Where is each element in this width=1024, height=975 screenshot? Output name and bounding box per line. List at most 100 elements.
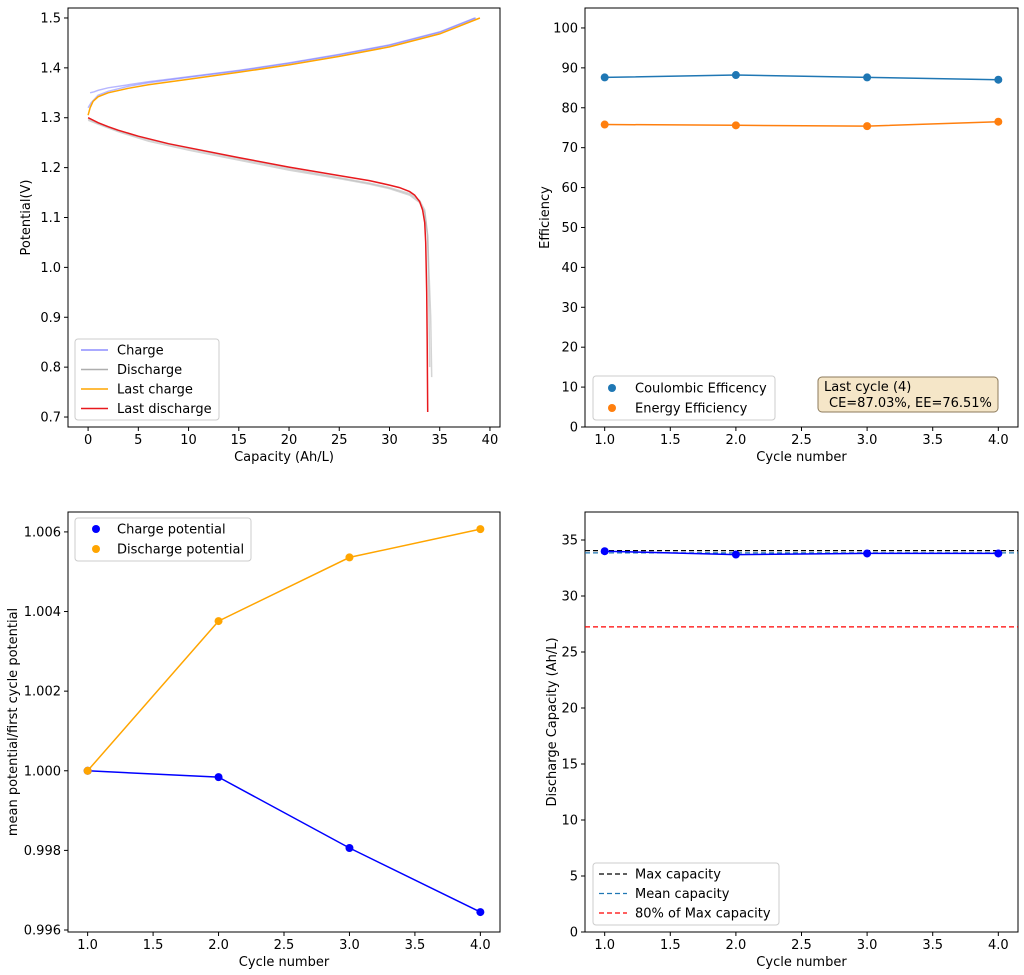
- y-tick-label: 1.2: [40, 161, 61, 176]
- x-tick-label: 3.0: [857, 433, 878, 448]
- legend-marker: [92, 525, 100, 533]
- y-tick-label: 50: [561, 221, 578, 236]
- y-tick-label: 0: [570, 421, 578, 436]
- y-tick-label: 0.996: [24, 924, 61, 939]
- data-point: [994, 75, 1003, 84]
- legend-label: Mean capacity: [635, 887, 730, 902]
- y-axis-label: Discharge Capacity (Ah/L): [545, 637, 560, 806]
- legend-label: Max capacity: [635, 868, 721, 883]
- y-tick-label: 100: [553, 21, 578, 36]
- data-point: [863, 549, 872, 558]
- y-axis-label: Potential(V): [19, 180, 34, 256]
- x-tick-label: 1.0: [77, 938, 98, 953]
- x-tick-label: 3.5: [922, 938, 943, 953]
- data-point: [476, 908, 485, 917]
- y-tick-label: 20: [561, 341, 578, 356]
- series-line-1: [604, 74, 999, 81]
- y-tick-label: 1.002: [24, 685, 61, 700]
- y-tick-label: 0.7: [40, 411, 61, 426]
- plot-data: [585, 547, 1018, 628]
- legend-frame: [592, 862, 780, 926]
- x-tick-label: 15: [231, 433, 248, 448]
- y-tick-label: 0: [570, 926, 578, 941]
- legend-marker: [608, 404, 616, 412]
- x-tick-label: 2.5: [274, 938, 295, 953]
- legend-frame: [74, 338, 220, 421]
- y-axis-label: mean potential/first cycle potential: [6, 608, 21, 836]
- series-line-2: [87, 17, 477, 109]
- x-tick-label: 1.5: [143, 938, 164, 953]
- series-line-1: [87, 770, 481, 913]
- x-axis-label: Cycle number: [756, 955, 847, 970]
- x-axis-label: Cycle number: [239, 955, 330, 970]
- y-tick-label: 25: [561, 646, 578, 661]
- chart-panel-4: 1.0 1.5 2.0 2.5 3.0 3.5 4.0 0 5 10 15 20 25 30 35 Cycle…: [545, 511, 1019, 970]
- x-tick-label: 2.5: [791, 938, 812, 953]
- x-tick-label: 40: [482, 433, 499, 448]
- data-point: [83, 766, 92, 775]
- data-point: [345, 844, 354, 852]
- y-tick-label: 1.1: [40, 211, 61, 226]
- x-tick-label: 3.0: [339, 938, 360, 953]
- y-tick-label: 0.8: [40, 361, 61, 376]
- y-tick-label: 0.998: [24, 844, 61, 859]
- data-point: [731, 121, 740, 130]
- x-tick-label: 35: [431, 433, 448, 448]
- legend-label: Charge potential: [117, 523, 226, 538]
- legend: Max capacity Mean capacity 80% of Max capa…: [592, 862, 780, 926]
- x-tick-label: 20: [281, 433, 298, 448]
- y-tick-label: 80: [561, 101, 578, 116]
- data-point: [731, 71, 740, 80]
- y-tick-label: 1.3: [40, 111, 61, 126]
- legend: Charge potential Discharge potential: [74, 517, 252, 562]
- legend-label: Last charge: [117, 383, 193, 398]
- x-tick-label: 1.5: [660, 938, 681, 953]
- y-axis-label: Efficiency: [538, 186, 553, 249]
- legend-label: 80% of Max capacity: [635, 907, 771, 922]
- y-tick-label: 30: [561, 301, 578, 316]
- annotation-line-1: Last cycle (4): [824, 380, 911, 395]
- x-tick-label: 2.0: [726, 433, 747, 448]
- y-tick-label: 10: [561, 814, 578, 829]
- series-line-2: [87, 528, 481, 772]
- chart-panel-3: 1.0 1.5 2.0 2.5 3.0 3.5 4.0 0.996 0.998 1.000 1.00…: [6, 511, 501, 970]
- legend: Coulombic Efficency Energy Efficiency: [592, 375, 776, 421]
- legend-label: Energy Efficiency: [635, 402, 748, 417]
- x-axis-label: Capacity (Ah/L): [234, 450, 334, 465]
- series-line-1: [89, 17, 476, 94]
- x-tick-label: 10: [180, 433, 197, 448]
- series-line-4: [87, 118, 431, 368]
- y-tick-label: 1.006: [24, 525, 61, 540]
- x-tick-label: 1.0: [594, 433, 615, 448]
- data-point: [731, 550, 740, 559]
- y-tick-label: 1.004: [24, 605, 61, 620]
- series-line-1: [604, 550, 999, 556]
- y-tick-label: 30: [561, 590, 578, 605]
- legend-label: Charge: [117, 344, 164, 359]
- plot-area: [67, 511, 501, 933]
- x-tick-label: 3.5: [405, 938, 426, 953]
- x-axis-label: Cycle number: [756, 450, 847, 465]
- y-tick-label: 1.000: [24, 764, 61, 779]
- y-tick-label: 1.5: [40, 11, 61, 26]
- data-point: [600, 120, 609, 129]
- plot-data: [83, 525, 485, 917]
- x-tick-label: 0: [84, 433, 92, 448]
- plot-area: [584, 7, 1019, 428]
- legend-label: Last discharge: [117, 402, 212, 417]
- data-point: [476, 525, 485, 534]
- x-tick-label: 1.5: [660, 433, 681, 448]
- annotation-box: Last cycle (4)CE=87.03%, EE=76.51%: [817, 376, 999, 413]
- legend: Charge Discharge Last charge Last discharge: [74, 338, 220, 421]
- annotation-frame: [817, 376, 999, 413]
- x-tick-label: 25: [331, 433, 348, 448]
- x-tick-label: 30: [381, 433, 398, 448]
- x-tick-label: 4.0: [470, 938, 491, 953]
- x-tick-label: 1.0: [594, 938, 615, 953]
- chart-panel-1: 0 5 10 15 20 25 30 35 40 0.7 0.8 0.9 1.0 1.1 1.2 1.3 1.4…: [19, 7, 501, 465]
- legend-marker: [92, 545, 100, 553]
- x-tick-label: 4.0: [988, 938, 1009, 953]
- y-tick-label: 90: [561, 61, 578, 76]
- series-line-3: [87, 119, 433, 378]
